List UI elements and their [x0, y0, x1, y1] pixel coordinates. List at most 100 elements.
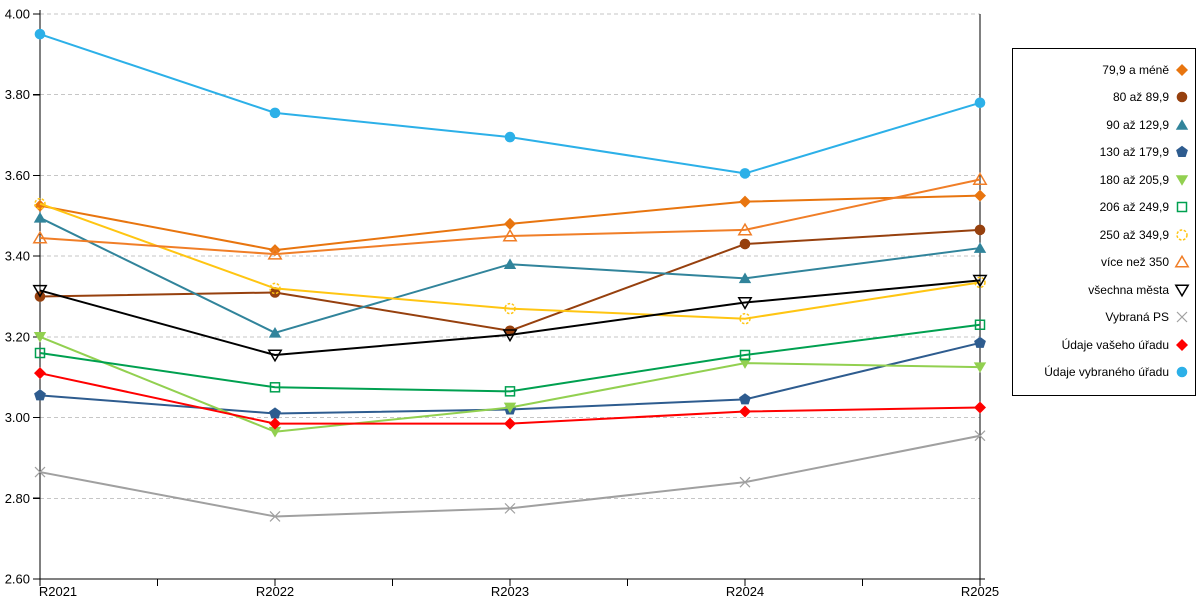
data-point-marker	[737, 222, 753, 236]
pentagon-filled-legend-icon	[1176, 146, 1188, 158]
data-point-marker	[739, 349, 751, 361]
data-point-marker	[269, 107, 281, 119]
series-3	[33, 212, 987, 338]
y-tick-label: 3.00	[5, 410, 30, 425]
legend-item: více než 350	[1013, 249, 1195, 277]
legend-item-label: 180 až 205,9	[1099, 172, 1169, 187]
data-point-marker	[32, 230, 48, 244]
x-tick-label: R2025	[961, 584, 999, 599]
series-10	[34, 430, 986, 522]
data-point-marker	[34, 389, 46, 401]
data-point-marker	[269, 382, 281, 393]
circle-filled-legend-icon	[1176, 91, 1188, 103]
data-point-marker	[739, 195, 751, 208]
circle-filled-legend-icon	[1176, 366, 1188, 378]
series-line	[39, 178, 981, 256]
data-point-marker	[502, 329, 518, 343]
data-point-marker	[504, 502, 516, 514]
x-tick-label: R2023	[491, 584, 529, 599]
series-line	[39, 323, 981, 393]
chart-legend: 79,9 a méně 80 až 89,9 90 až 129,9 130 až 1…	[1012, 48, 1196, 396]
data-point-marker	[269, 407, 281, 419]
data-point-marker	[34, 367, 46, 380]
legend-item-label: 206 až 249,9	[1099, 200, 1169, 215]
legend-item-label: 80 až 89,9	[1112, 90, 1169, 105]
series-7	[34, 197, 986, 325]
data-point-marker	[504, 217, 516, 230]
series-12	[34, 28, 986, 179]
data-point-marker	[739, 238, 751, 250]
series-8	[32, 172, 988, 260]
legend-item-label: Údaje vybraného úřadu	[1044, 365, 1169, 380]
legend-item-label: všechna města	[1088, 282, 1169, 297]
legend-item-label: 90 až 129,9	[1106, 117, 1169, 132]
y-axis-labels: 2.60 2.80 3.00 3.20 3.40 3.60 3.80 4.00	[5, 7, 30, 587]
square-open-legend-icon	[1176, 202, 1188, 213]
data-point-marker	[973, 362, 987, 373]
axes	[33, 10, 985, 586]
data-point-marker	[34, 28, 46, 40]
data-point-marker	[34, 199, 46, 212]
data-point-marker	[739, 476, 751, 488]
legend-item: 206 až 249,9	[1013, 194, 1195, 222]
legend-item-label: 130 až 179,9	[1099, 145, 1169, 160]
data-point-marker	[738, 272, 752, 284]
circle-open-legend-icon	[1176, 229, 1188, 241]
diamond-filled-legend-icon	[1176, 338, 1188, 351]
data-point-marker	[504, 386, 516, 397]
x-tick-label: R2021	[39, 584, 77, 599]
x-tick-label: R2022	[256, 584, 294, 599]
data-point-marker	[269, 287, 281, 298]
data-point-marker	[268, 327, 282, 338]
data-point-marker	[737, 297, 753, 310]
data-point-marker	[974, 430, 986, 442]
legend-item: 250 až 349,9	[1013, 221, 1195, 249]
legend-item-label: více než 350	[1100, 255, 1169, 270]
data-point-marker	[33, 212, 47, 223]
series-5	[33, 332, 987, 438]
triangle-up-filled-legend-icon	[1175, 118, 1189, 130]
series-line	[39, 279, 981, 357]
series-line	[39, 372, 981, 425]
triangle-up-open-legend-icon	[1174, 254, 1190, 268]
data-point-marker	[502, 228, 518, 242]
data-point-marker	[504, 417, 516, 430]
series-9	[32, 274, 988, 363]
series-6	[34, 319, 986, 397]
data-point-marker	[269, 244, 281, 257]
data-point-marker	[269, 282, 281, 295]
legend-item: Údaje vybraného úřadu	[1013, 359, 1195, 387]
data-point-marker	[974, 224, 986, 236]
data-point-marker	[974, 401, 986, 414]
legend-item-label: 79,9 a méně	[1102, 62, 1169, 77]
y-tick-label: 3.80	[5, 87, 30, 102]
data-point-marker	[972, 172, 988, 186]
triangle-down-open-legend-icon	[1174, 284, 1190, 298]
series-line	[39, 228, 981, 332]
data-point-marker	[739, 168, 751, 179]
series-line	[39, 434, 981, 518]
data-point-marker	[974, 189, 986, 202]
x-legend-icon	[1176, 311, 1188, 323]
data-point-marker	[739, 312, 751, 325]
y-tick-label: 3.60	[5, 168, 30, 183]
data-point-marker	[974, 276, 986, 289]
data-point-marker	[503, 402, 517, 414]
data-point-marker	[34, 347, 46, 359]
data-point-marker	[504, 131, 516, 143]
data-point-marker	[974, 336, 986, 348]
y-tick-label: 2.80	[5, 491, 30, 506]
data-point-marker	[267, 246, 283, 260]
series-line	[39, 33, 981, 175]
data-point-marker	[974, 319, 986, 330]
legend-item: 79,9 a méně	[1013, 56, 1195, 84]
data-point-marker	[972, 274, 988, 288]
data-point-marker	[269, 417, 281, 430]
legend-item: 130 až 179,9	[1013, 139, 1195, 167]
series-line	[39, 202, 981, 320]
data-point-marker	[34, 197, 46, 210]
data-point-marker	[268, 426, 282, 438]
data-point-marker	[32, 284, 48, 298]
data-point-marker	[33, 332, 47, 343]
